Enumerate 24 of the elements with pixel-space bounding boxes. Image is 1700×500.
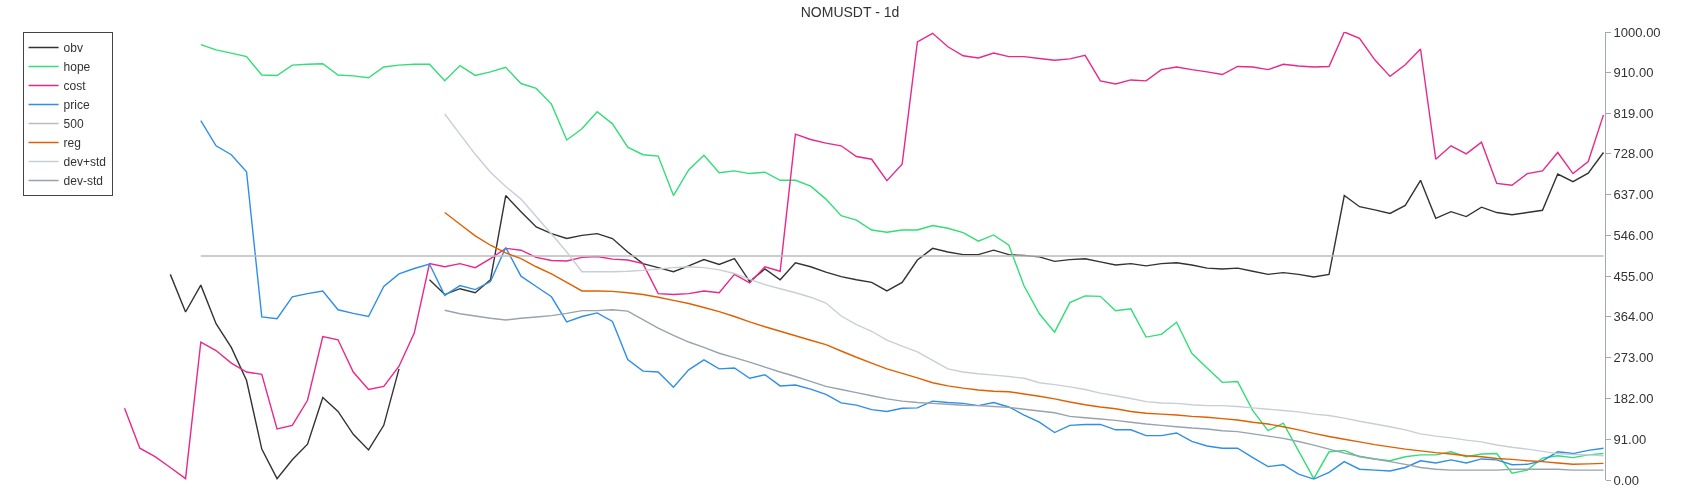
y-tick-label: 728.00: [1613, 146, 1654, 162]
y-tick-label: 0.00: [1613, 472, 1639, 488]
legend-label: dev-std: [63, 174, 103, 189]
legend-label: obv: [63, 41, 83, 56]
legend-label: dev+std: [63, 155, 106, 170]
legend-label: price: [63, 98, 90, 113]
legend-label: 500: [63, 117, 84, 132]
line-series: [444, 211, 1605, 466]
line-series: [444, 113, 1605, 457]
y-tick-label: 637.00: [1613, 187, 1654, 203]
y-tick-label: 910.00: [1613, 64, 1654, 80]
legend-label: hope: [63, 60, 91, 75]
y-tick-label: 1000.00: [1613, 24, 1661, 40]
y-tick-label: 546.00: [1613, 227, 1654, 243]
y-tick-label: 273.00: [1613, 350, 1654, 366]
line-series: [444, 309, 1605, 471]
y-tick-label: 819.00: [1613, 105, 1654, 121]
legend-label: cost: [63, 79, 87, 94]
y-tick-label: 364.00: [1613, 309, 1654, 325]
legend-label: reg: [63, 136, 81, 151]
y-tick-label: 91.00: [1613, 431, 1647, 447]
chart-title: NOMUSDT - 1d: [800, 4, 900, 21]
y-tick-label: 182.00: [1613, 391, 1654, 407]
y-tick-label: 455.00: [1613, 268, 1654, 284]
